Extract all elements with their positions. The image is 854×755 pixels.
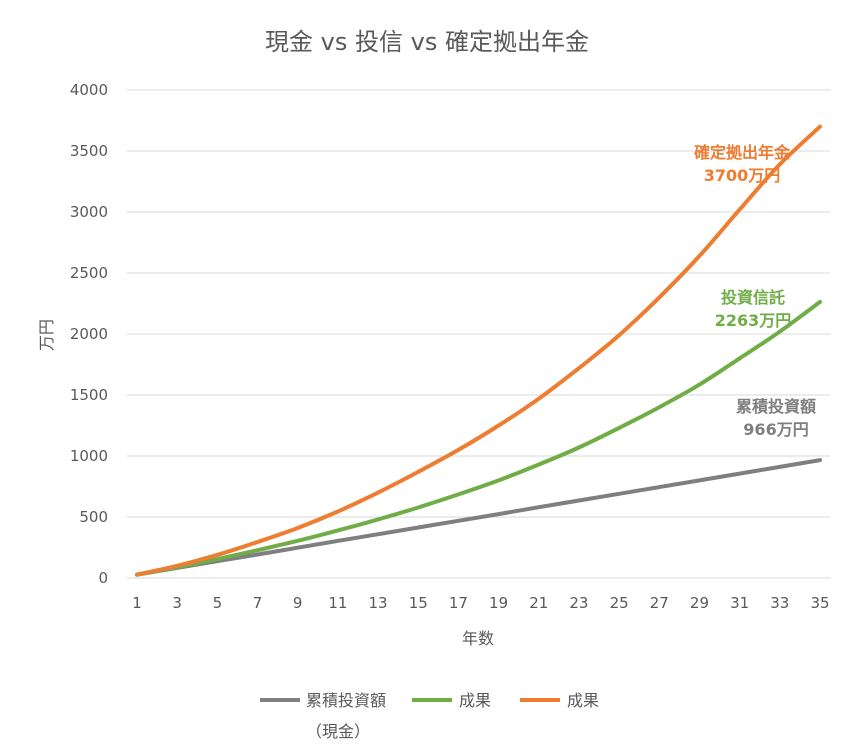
legend-item-pension[interactable]: 成果 [520,691,599,710]
x-tick-label: 11 [328,594,347,612]
x-tick-label: 21 [529,594,548,612]
annotation-cash-value: 966万円 [743,420,808,439]
chart-title: 現金 vs 投信 vs 確定拠出年金 [265,28,589,56]
y-tick-label: 3000 [70,203,108,221]
y-tick-label: 3500 [70,142,108,160]
legend-label-fund: 成果 [459,691,491,710]
x-tick-label: 29 [690,594,709,612]
x-tick-label: 7 [253,594,263,612]
y-tick-label: 500 [79,508,108,526]
x-tick-label: 35 [810,594,829,612]
x-tick-label: 27 [650,594,669,612]
x-tick-label: 9 [293,594,303,612]
series-line-cash [135,458,822,577]
y-axis-label: 万円 [37,319,56,351]
x-tick-label: 3 [172,594,182,612]
annotation-pension: 確定拠出年金 3700万円 [694,143,791,185]
series-lines [135,124,822,577]
series-line-fund [135,299,822,577]
legend-label-cash: 累積投資額 [306,691,386,710]
x-tick-label: 19 [489,594,508,612]
x-axis-label: 年数 [462,629,494,648]
annotation-fund: 投資信託 2263万円 [715,288,792,330]
x-tick-label: 15 [409,594,428,612]
y-tick-label: 0 [98,569,108,587]
x-tick-label: 31 [730,594,749,612]
annotation-fund-value: 2263万円 [715,311,792,330]
x-tick-label: 33 [770,594,789,612]
legend-item-fund[interactable]: 成果 [412,691,491,710]
gridlines [127,89,830,579]
y-axis-ticks: 0 500 1000 1500 2000 2500 3000 3500 4000 [70,81,108,587]
x-tick-label: 23 [569,594,588,612]
legend-item-cash[interactable]: 累積投資額 （現金） [260,691,386,741]
legend-label-cash-line2: （現金） [306,722,370,741]
x-tick-label: 13 [369,594,388,612]
y-tick-label: 1000 [70,447,108,465]
x-axis-ticks: 1 3 5 7 9 11 13 15 17 19 21 23 25 27 29 31 33 35 [132,594,829,612]
annotation-fund-name: 投資信託 [721,288,785,307]
annotation-pension-value: 3700万円 [704,166,781,185]
annotation-cash-name: 累積投資額 [736,397,816,416]
x-tick-label: 25 [610,594,629,612]
legend: 累積投資額 （現金） 成果 成果 [260,691,599,741]
y-tick-label: 2000 [70,325,108,343]
y-tick-label: 4000 [70,81,108,99]
series-line-pension [135,124,822,577]
annotation-cash: 累積投資額 966万円 [736,397,816,439]
x-tick-label: 17 [449,594,468,612]
x-tick-label: 5 [213,594,223,612]
y-tick-label: 2500 [70,264,108,282]
annotation-pension-name: 確定拠出年金 [694,143,791,162]
y-tick-label: 1500 [70,386,108,404]
x-tick-label: 1 [132,594,142,612]
legend-label-pension: 成果 [567,691,599,710]
